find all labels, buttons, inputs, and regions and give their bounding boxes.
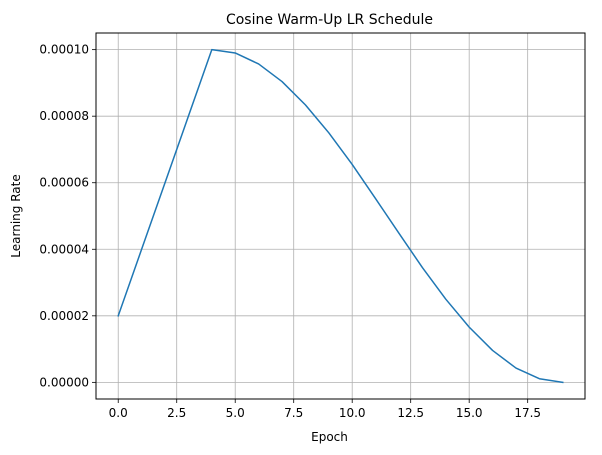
y-tick-label: 0.00010 — [39, 43, 89, 57]
y-tick-label: 0.00004 — [39, 242, 89, 256]
x-tick-label: 17.5 — [514, 406, 541, 420]
plot-frame — [95, 32, 586, 400]
grid-layer — [96, 33, 585, 399]
y-tick-label: 0.00002 — [39, 309, 89, 323]
x-tick-label: 10.0 — [339, 406, 366, 420]
x-tick-label: 15.0 — [456, 406, 483, 420]
y-tick-label: 0.00008 — [39, 109, 89, 123]
line-layer — [117, 48, 564, 384]
x-tick-label: 7.5 — [284, 406, 303, 420]
x-tick-label: 12.5 — [397, 406, 424, 420]
x-tick-label: 5.0 — [226, 406, 245, 420]
x-axis-label: Epoch — [311, 430, 348, 444]
tick-layer: 0.0 2.5 5.0 7.5 10.0 12.5 15.0 17.5 0.00000 0.000… — [39, 43, 541, 420]
chart-title: Cosine Warm-Up LR Schedule — [226, 12, 433, 28]
x-tick-label: 0.0 — [109, 406, 128, 420]
series-line-learning-rate — [117, 48, 564, 384]
x-tick-label: 2.5 — [167, 406, 186, 420]
y-tick-label: 0.00006 — [39, 176, 89, 190]
y-axis-label: Learning Rate — [9, 174, 23, 257]
y-tick-label: 0.00000 — [39, 375, 89, 389]
